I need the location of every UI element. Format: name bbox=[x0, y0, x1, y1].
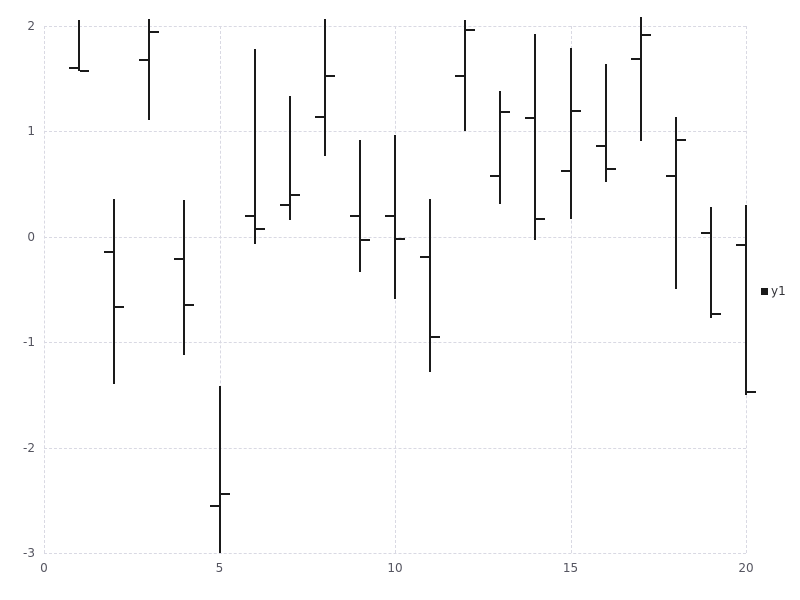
ohlc-close-tick bbox=[676, 138, 686, 141]
ohlc-close-tick bbox=[80, 70, 90, 73]
ohlc-high-low-line bbox=[464, 19, 467, 132]
ohlc-close-tick bbox=[641, 34, 651, 37]
x-axis-tick-label: 5 bbox=[215, 561, 224, 575]
ohlc-high-low-line bbox=[604, 63, 607, 182]
ohlc-close-tick bbox=[747, 390, 756, 393]
ohlc-close-tick bbox=[220, 492, 230, 495]
ohlc-high-low-line bbox=[113, 198, 116, 385]
x-axis-tick-label: 0 bbox=[40, 561, 48, 575]
ohlc-high-low-line bbox=[534, 34, 537, 240]
ohlc-high-low-line bbox=[253, 49, 256, 245]
chart-legend[interactable]: y1 bbox=[761, 285, 786, 297]
ohlc-open-tick bbox=[630, 57, 640, 60]
ohlc-open-tick bbox=[560, 170, 570, 173]
ohlc-close-tick bbox=[501, 111, 511, 114]
ohlc-high-low-line bbox=[639, 16, 642, 141]
ohlc-open-tick bbox=[139, 58, 149, 61]
ohlc-high-low-line bbox=[218, 386, 221, 553]
ohlc-high-low-line bbox=[709, 207, 712, 318]
y-axis-tick-label: -2 bbox=[23, 440, 35, 455]
ohlc-high-low-line bbox=[394, 134, 396, 299]
ohlc-close-tick bbox=[396, 237, 405, 240]
ohlc-open-tick bbox=[595, 145, 605, 148]
ohlc-open-tick bbox=[736, 244, 745, 247]
y-axis-tick-label: 0 bbox=[27, 229, 35, 244]
ohlc-open-tick bbox=[385, 214, 394, 217]
ohlc-high-low-line bbox=[358, 139, 361, 272]
gridline-horizontal bbox=[44, 447, 746, 449]
ohlc-open-tick bbox=[279, 204, 289, 207]
legend-item-label: y1 bbox=[771, 284, 786, 298]
legend-marker-square-icon bbox=[761, 287, 768, 295]
ohlc-open-tick bbox=[455, 74, 465, 77]
y-axis-tick-label: -3 bbox=[23, 546, 35, 560]
ohlc-high-low-line bbox=[569, 48, 572, 219]
ohlc-close-tick bbox=[536, 217, 546, 220]
ohlc-open-tick bbox=[209, 504, 219, 507]
ohlc-open-tick bbox=[665, 174, 675, 177]
x-axis-tick-label: 10 bbox=[387, 561, 403, 575]
y-axis-tick-label: 1 bbox=[27, 124, 35, 139]
ohlc-high-low-line bbox=[183, 199, 186, 355]
ohlc-high-low-line bbox=[323, 18, 326, 156]
ohlc-high-low-line bbox=[745, 205, 747, 395]
ohlc-close-tick bbox=[431, 335, 441, 338]
ohlc-open-tick bbox=[69, 67, 79, 70]
ohlc-open-tick bbox=[349, 214, 359, 217]
ohlc-close-tick bbox=[360, 238, 370, 241]
gridline-vertical bbox=[44, 26, 45, 553]
ohlc-open-tick bbox=[490, 174, 500, 177]
x-axis-tick-label: 20 bbox=[738, 561, 754, 575]
ohlc-high-low-line bbox=[674, 116, 677, 290]
ohlc-open-tick bbox=[314, 115, 324, 118]
gridline-horizontal bbox=[44, 553, 746, 554]
ohlc-close-tick bbox=[290, 193, 300, 196]
ohlc-open-tick bbox=[104, 250, 114, 253]
ohlc-close-tick bbox=[711, 312, 721, 315]
y-axis-tick-label: -1 bbox=[23, 335, 35, 350]
ohlc-close-tick bbox=[185, 304, 195, 307]
gridline-horizontal bbox=[44, 342, 746, 344]
x-axis-tick-label: 15 bbox=[562, 561, 579, 575]
ohlc-open-tick bbox=[525, 116, 535, 119]
ohlc-open-tick bbox=[420, 255, 430, 258]
ohlc-close-tick bbox=[115, 306, 125, 309]
ohlc-high-low-line bbox=[429, 198, 432, 372]
ohlc-high-low-line bbox=[499, 91, 502, 205]
ohlc-close-tick bbox=[255, 228, 265, 231]
ohlc-close-tick bbox=[150, 31, 160, 34]
ohlc-close-tick bbox=[571, 110, 581, 113]
ohlc-high-low-line bbox=[288, 95, 291, 220]
ohlc-open-tick bbox=[244, 214, 254, 217]
plot-area bbox=[44, 16, 756, 554]
ohlc-close-tick bbox=[466, 29, 476, 32]
ohlc-high-low-line bbox=[78, 19, 81, 72]
ohlc-open-tick bbox=[700, 231, 710, 234]
ohlc-close-tick bbox=[325, 74, 335, 77]
ohlc-close-tick bbox=[606, 168, 616, 171]
ohlc-open-tick bbox=[174, 257, 184, 260]
y-axis-tick-label: 2 bbox=[27, 19, 35, 33]
ohlc-high-low-line bbox=[148, 18, 151, 120]
